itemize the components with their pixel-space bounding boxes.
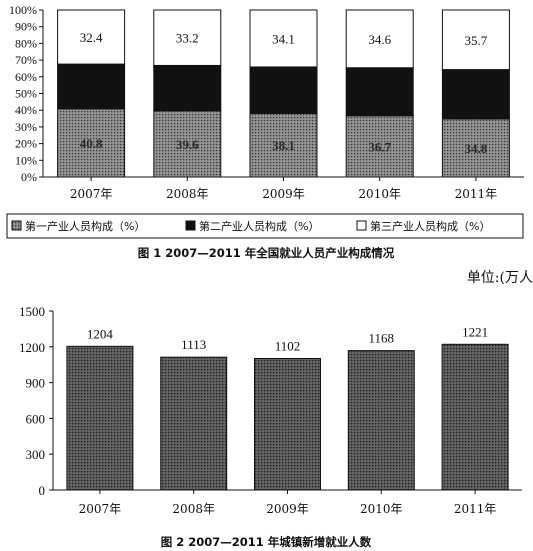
chart1-legend-swatch [356,220,367,231]
chart1-bar-segment [345,67,414,117]
chart1-y-tick-label: 0% [21,170,37,184]
chart1-data-label: 32.4 [80,30,103,45]
chart1-data-label: 39.6 [176,137,199,152]
chart1-data-label: 36.7 [368,139,391,154]
chart1-bar-segment [57,63,126,110]
chart1-y-tick-label: 50% [15,87,37,101]
chart2-y-tick-label: 300 [26,447,46,462]
chart1-x-axis: 2007年 2008年 2009年 2010年 2011年 [70,177,497,201]
chart1-bar-segment [249,112,318,178]
employment-structure-chart: 0% 10% 20% 30% 40% 50% 60% 70% 80% 90% 100% 40.8 32… [6,3,524,260]
chart1-y-tick-label: 30% [15,120,37,134]
chart1-data-label: 33.2 [176,31,199,46]
chart1-bar-segment [153,110,222,178]
chart1-bar-segment [249,66,318,114]
chart1-bar-segment [345,9,414,69]
chart2-bars [66,343,509,491]
chart2-unit-label: 单位:(万人 [467,270,533,286]
new-urban-employment-chart: 单位:(万人 0 300 600 900 1200 1500 1204 1113 1102 11… [19,270,533,549]
chart1-y-tick-label: 40% [15,103,37,117]
chart1-data-label: 34.6 [368,32,391,47]
chart1-bar-segment [249,9,318,68]
chart2-bar [347,350,415,491]
chart2-data-labels: 1204 1113 1102 1168 1221 [87,324,488,353]
chart1-legend-label: 第二产业人员构成（%） [199,219,319,233]
chart1-legend-swatch [11,220,22,231]
chart2-x-tick-label: 2007年 [79,502,122,516]
chart1-x-tick-label: 2008年 [166,187,209,201]
chart1-y-tick-label: 20% [15,137,37,151]
chart1-bar-segment [153,9,222,66]
chart2-bar [441,343,509,491]
chart1-data-label: 38.1 [272,138,295,153]
chart2-bar [254,357,321,491]
chart1-bars [57,9,510,178]
chart2-bar [66,345,134,491]
chart2-x-tick-label: 2010年 [360,502,403,516]
chart1-y-tick-label: 90% [15,20,37,34]
chart1-y-tick-label: 60% [15,70,37,84]
chart1-data-labels: 40.8 32.4 39.6 33.2 38.1 34.1 36.7 34.6 34.8 35.7 [80,30,488,156]
chart1-y-axis: 0% 10% 20% 30% 40% 50% 60% 70% 80% 90% 100% [9,3,524,184]
chart1-y-tick-label: 80% [15,36,37,50]
chart2-x-tick-label: 2009年 [266,502,309,516]
chart1-caption: 图 1 2007—2011 年全国就业人员产业构成情况 [138,246,395,260]
chart1-y-tick-label: 100% [9,3,37,17]
chart2-data-label: 1168 [369,331,395,346]
chart1-legend-label: 第一产业人员构成（%） [25,219,145,233]
chart2-data-label: 1221 [462,324,488,339]
chart1-y-tick-label: 70% [15,53,37,67]
chart2-x-axis: 2007年 2008年 2009年 2010年 2011年 [79,490,497,516]
chart1-data-label: 34.1 [272,31,295,46]
chart1-bar-segment [57,108,126,178]
chart1-legend: 第一产业人员构成（%） 第二产业人员构成（%） 第三产业人员构成（%） [6,213,524,239]
chart1-data-label: 40.8 [80,136,103,151]
chart1-data-label: 35.7 [465,33,488,48]
chart2-x-tick-label: 2008年 [172,502,215,516]
chart1-bar-segment [441,9,510,71]
chart1-bar-segment [153,64,222,112]
chart2-y-tick-label: 600 [26,411,46,426]
chart2-caption: 图 2 2007—2011 年城镇新增就业人数 [161,535,372,549]
chart2-y-tick-label: 900 [26,376,46,391]
chart1-x-tick-label: 2011年 [455,187,498,201]
chart1-bar-segment [441,69,510,120]
chart2-bar [160,356,228,491]
chart1-x-tick-label: 2009年 [262,187,305,201]
chart1-legend-box [6,213,524,239]
chart1-y-tick-label: 10% [15,153,37,167]
chart2-data-label: 1113 [181,337,206,352]
chart1-legend-swatch [185,220,196,231]
chart2-y-tick-label: 0 [39,483,46,498]
chart1-x-tick-label: 2007年 [70,187,113,201]
chart1-legend-label: 第三产业人员构成（%） [370,219,490,233]
chart2-y-tick-label: 1500 [19,304,45,319]
chart2-data-label: 1102 [275,338,301,353]
chart1-data-label: 34.8 [465,141,488,156]
chart2-y-tick-label: 1200 [19,340,45,355]
chart1-bar-segment [57,9,126,65]
chart2-x-tick-label: 2011年 [454,502,497,516]
chart1-x-tick-label: 2010年 [358,187,401,201]
chart2-data-label: 1204 [87,326,114,341]
